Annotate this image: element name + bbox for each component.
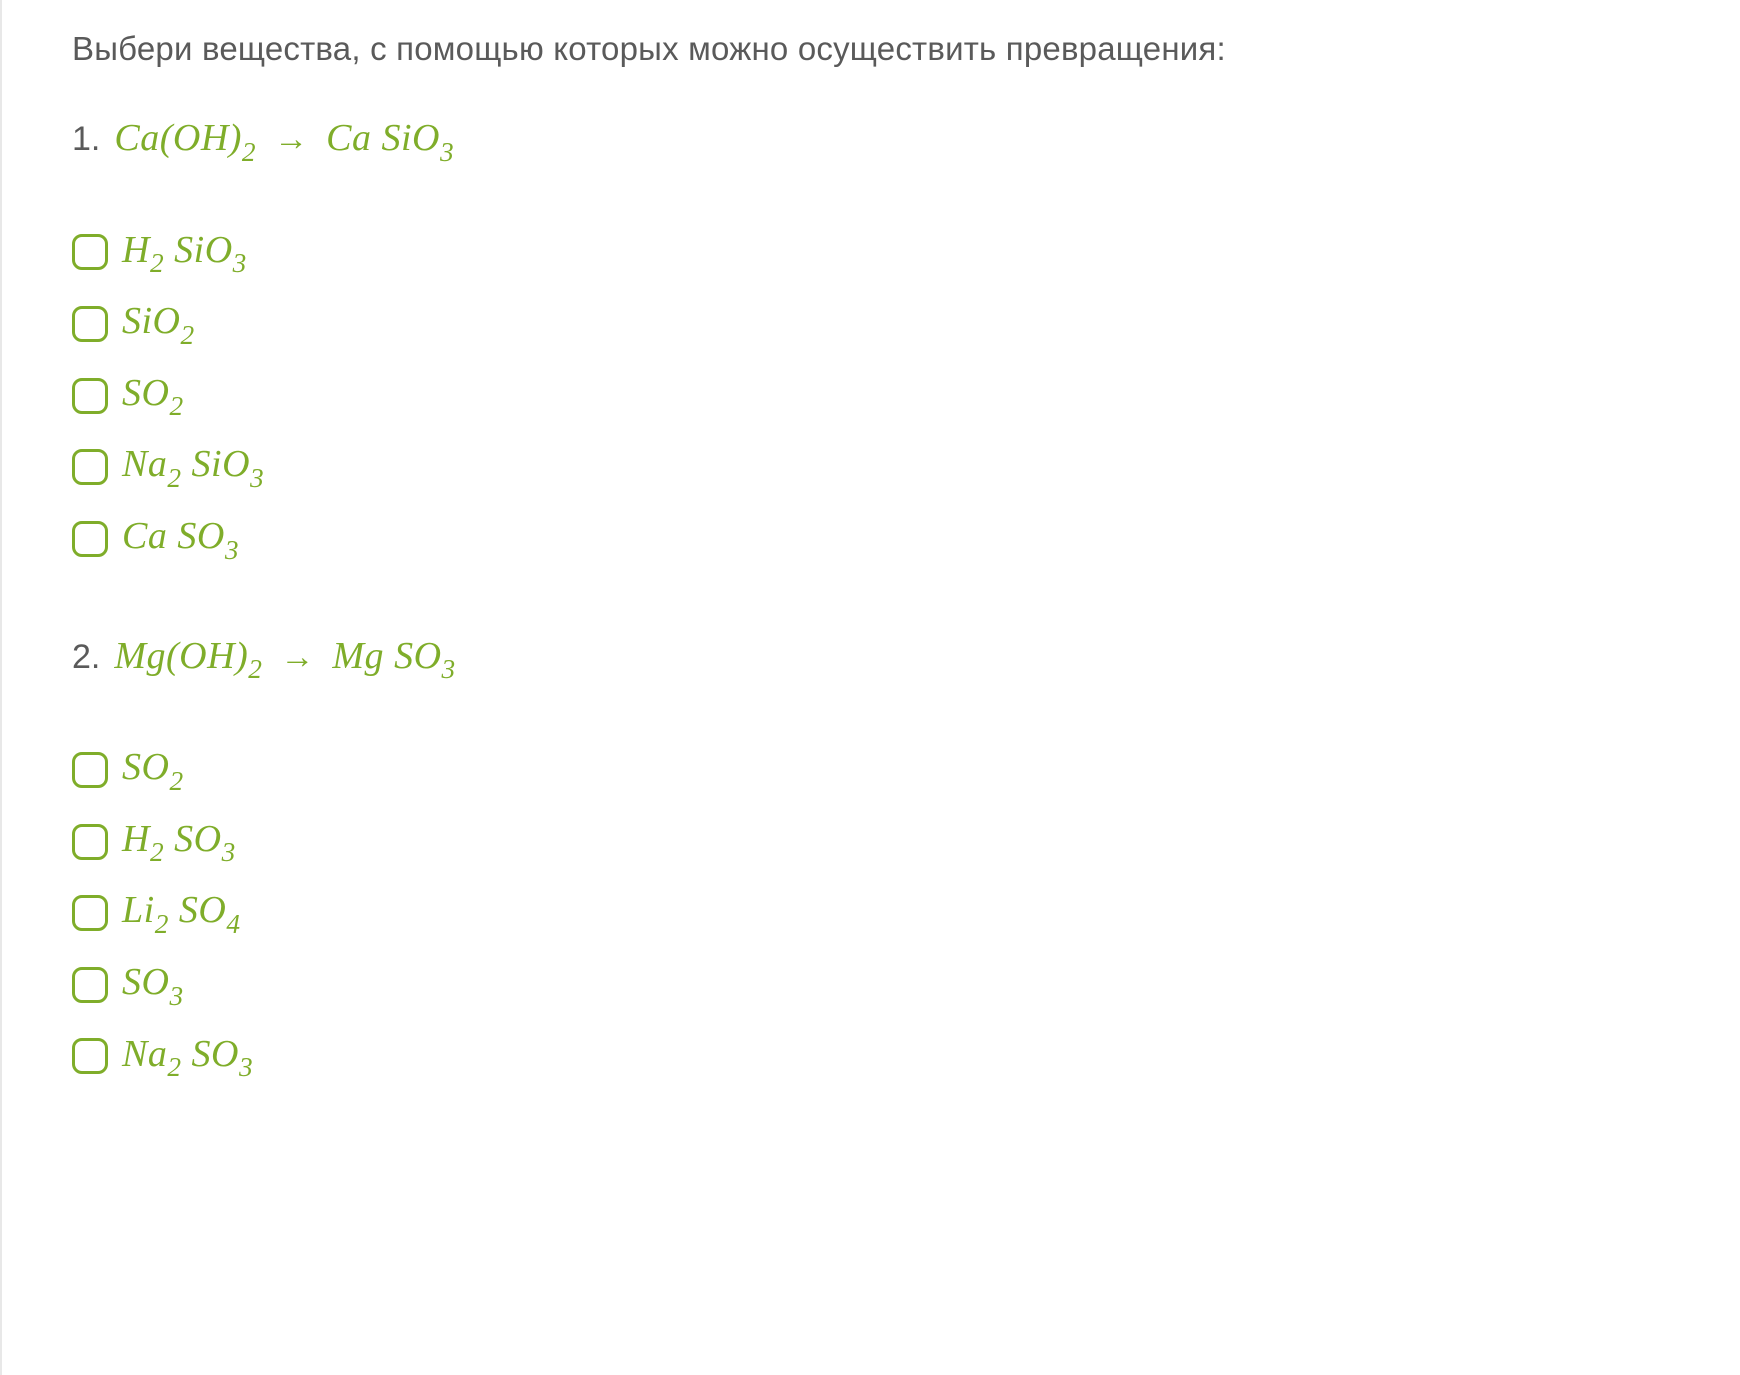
option-label: H2 SO3 <box>122 817 236 867</box>
arrow-icon: → <box>280 639 314 677</box>
checkbox[interactable] <box>72 752 108 788</box>
option-row: Na2 SiO3 <box>72 442 1680 492</box>
prompt-text: Выбери вещества, с помощью которых можно… <box>72 30 1680 68</box>
option-row: H2 SO3 <box>72 817 1680 867</box>
option-label: Na2 SiO3 <box>122 442 264 492</box>
equation-2: 2. Mg(OH)2 → Mg SO3 <box>72 634 1680 684</box>
checkbox[interactable] <box>72 824 108 860</box>
question-number: 2. <box>72 638 100 677</box>
checkbox[interactable] <box>72 306 108 342</box>
option-row: H2 SiO3 <box>72 228 1680 278</box>
equation-lhs: Mg(OH)2 <box>114 634 262 684</box>
equation-1: 1. Ca(OH)2 → Ca SiO3 <box>72 116 1680 166</box>
exercise-page: Выбери вещества, с помощью которых можно… <box>0 0 1740 1375</box>
question-block-2: 2. Mg(OH)2 → Mg SO3 SO2 H2 SO3 Li2 SO4 S… <box>72 634 1680 1082</box>
option-label: Na2 SO3 <box>122 1032 253 1082</box>
checkbox[interactable] <box>72 967 108 1003</box>
options-list-2: SO2 H2 SO3 Li2 SO4 SO3 Na2 SO3 <box>72 745 1680 1081</box>
option-label: SO2 <box>122 371 184 421</box>
equation-rhs: Ca SiO3 <box>326 116 454 166</box>
equation-lhs: Ca(OH)2 <box>114 116 256 166</box>
option-row: Na2 SO3 <box>72 1032 1680 1082</box>
equation-rhs: Mg SO3 <box>332 634 455 684</box>
option-label: SO2 <box>122 745 184 795</box>
checkbox[interactable] <box>72 378 108 414</box>
option-row: SiO2 <box>72 299 1680 349</box>
option-row: SO2 <box>72 371 1680 421</box>
option-row: SO2 <box>72 745 1680 795</box>
checkbox[interactable] <box>72 1038 108 1074</box>
option-label: SiO2 <box>122 299 195 349</box>
option-row: Li2 SO4 <box>72 888 1680 938</box>
option-label: Li2 SO4 <box>122 888 241 938</box>
question-number: 1. <box>72 120 100 159</box>
options-list-1: H2 SiO3 SiO2 SO2 Na2 SiO3 Ca SO3 <box>72 228 1680 564</box>
checkbox[interactable] <box>72 449 108 485</box>
checkbox[interactable] <box>72 234 108 270</box>
question-block-1: 1. Ca(OH)2 → Ca SiO3 H2 SiO3 SiO2 SO2 Na… <box>72 116 1680 564</box>
checkbox[interactable] <box>72 895 108 931</box>
option-label: Ca SO3 <box>122 514 239 564</box>
option-label: H2 SiO3 <box>122 228 247 278</box>
arrow-icon: → <box>274 121 308 159</box>
checkbox[interactable] <box>72 521 108 557</box>
option-row: SO3 <box>72 960 1680 1010</box>
option-label: SO3 <box>122 960 184 1010</box>
option-row: Ca SO3 <box>72 514 1680 564</box>
